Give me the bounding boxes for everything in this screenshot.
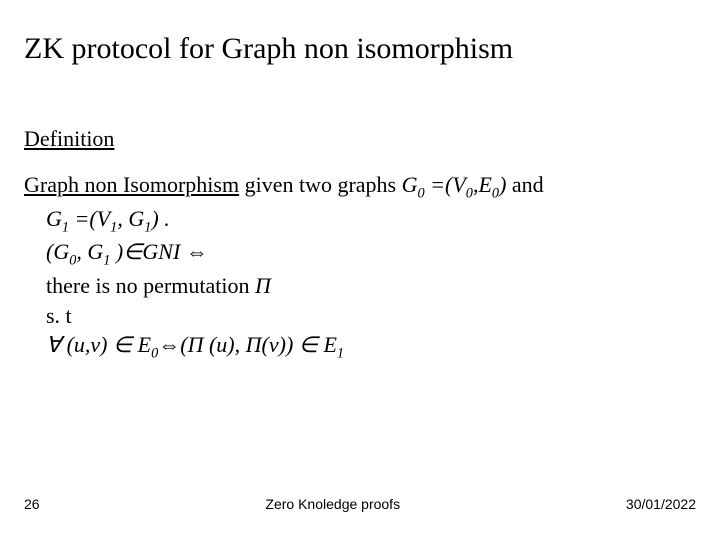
- symbol-V1: V1: [97, 206, 118, 231]
- symbol-G1b: G1: [128, 206, 151, 231]
- text: there is no permutation: [46, 273, 255, 298]
- text: =(: [69, 206, 97, 231]
- footer-date: 30/01/2022: [626, 496, 696, 512]
- line-6: ∀ (u,v) ∈ E0⇔(Π (u), Π(v)) ∈ E1: [46, 330, 696, 364]
- line-3: (G0, G1 )∈GNI ⇔: [46, 237, 696, 271]
- footer: 26 Zero Knoledge proofs 30/01/2022: [24, 496, 696, 512]
- symbol-V0: V0: [452, 172, 473, 197]
- symbol-G1: G1: [46, 206, 69, 231]
- element-of-icon: ∈: [113, 332, 132, 357]
- text: ) .: [151, 206, 169, 231]
- text: ): [110, 239, 123, 264]
- symbol-E0b: E0: [138, 332, 159, 357]
- text: s. t: [46, 303, 72, 328]
- line-1: Graph non Isomorphism given two graphs G…: [24, 170, 696, 204]
- body-content: Graph non Isomorphism given two graphs G…: [24, 170, 696, 364]
- line-4: there is no permutation Π: [46, 271, 696, 301]
- text: and: [506, 172, 543, 197]
- term-underline: Graph non Isomorphism: [24, 172, 239, 197]
- footer-center: Zero Knoledge proofs: [265, 496, 400, 512]
- symbol-G1c: G1: [87, 239, 110, 264]
- symbol-pi: Π: [246, 332, 262, 357]
- text: ,: [76, 239, 87, 264]
- line-5: s. t: [46, 301, 696, 331]
- text: given two graphs: [239, 172, 402, 197]
- element-of-icon: ∈: [299, 332, 318, 357]
- symbol-G0b: G0: [53, 239, 76, 264]
- symbol-pi: Π: [188, 332, 204, 357]
- symbol-E0: E0: [478, 172, 499, 197]
- section-heading: Definition: [24, 126, 696, 152]
- line-2: G1 =(V1, G1) .: [46, 204, 696, 238]
- iff-icon: ⇔: [186, 239, 208, 264]
- text: (u),: [203, 332, 245, 357]
- symbol-E1: E1: [318, 332, 344, 357]
- slide-title: ZK protocol for Graph non isomorphism: [24, 32, 696, 66]
- text: ,: [117, 206, 128, 231]
- symbol-G0: G0: [402, 172, 425, 197]
- page-number: 26: [24, 496, 40, 512]
- symbol-gni: GNI: [142, 239, 185, 264]
- text: =(: [425, 172, 453, 197]
- text: (u,v): [61, 332, 113, 357]
- text: (: [180, 332, 187, 357]
- symbol-pi: Π: [255, 273, 271, 298]
- iff-icon: ⇔: [158, 332, 180, 357]
- element-of-icon: ∈: [123, 239, 142, 264]
- forall-icon: ∀: [46, 332, 61, 357]
- text: (v)): [262, 332, 299, 357]
